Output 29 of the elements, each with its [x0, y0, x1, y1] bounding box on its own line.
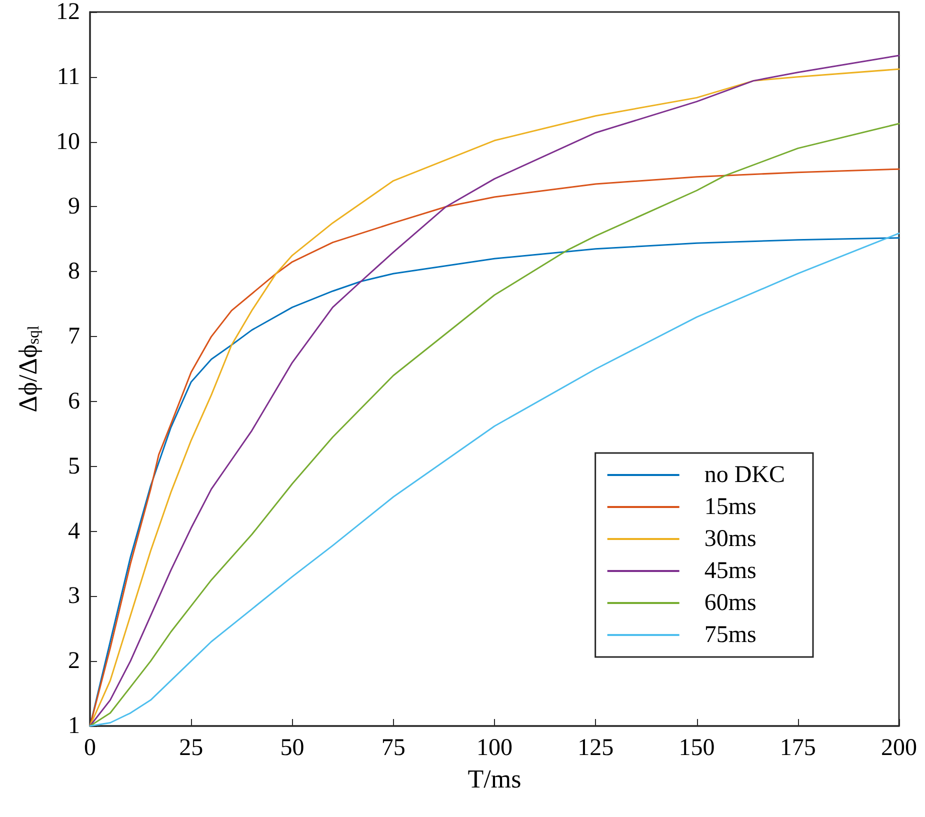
legend-label: 30ms	[704, 526, 756, 552]
legend-label: 75ms	[704, 622, 756, 648]
y-tick-label: 8	[68, 258, 80, 285]
y-tick-label: 6	[68, 388, 80, 414]
x-tick-label: 150	[678, 735, 715, 761]
legend-label: 60ms	[704, 590, 756, 616]
x-tick-label: 25	[179, 735, 204, 761]
y-tick-label: 12	[56, 0, 80, 25]
y-tick-label: 7	[68, 324, 80, 350]
y-tick-label: 9	[68, 194, 80, 220]
x-tick-label: 125	[578, 735, 614, 761]
x-tick-label: 175	[780, 735, 816, 761]
x-tick-label: 75	[381, 735, 406, 761]
x-tick-label: 100	[476, 735, 512, 761]
x-tick-label: 200	[881, 735, 917, 761]
y-tick-label: 2	[68, 648, 80, 674]
x-tick-label: 0	[84, 735, 96, 761]
y-tick-label: 1	[68, 713, 80, 739]
legend-label: no DKC	[704, 462, 785, 488]
legend-label: 45ms	[704, 558, 756, 584]
x-axis-title: T/ms	[468, 764, 522, 794]
y-tick-label: 11	[56, 64, 80, 90]
y-tick-label: 4	[68, 518, 80, 544]
y-axis-title: Δϕ/Δϕsql	[14, 325, 42, 412]
y-tick-label: 5	[68, 453, 80, 480]
y-tick-label: 10	[56, 128, 80, 155]
legend-label: 15ms	[704, 494, 756, 520]
y-tick-label: 3	[68, 583, 80, 610]
x-tick-label: 50	[280, 735, 304, 761]
